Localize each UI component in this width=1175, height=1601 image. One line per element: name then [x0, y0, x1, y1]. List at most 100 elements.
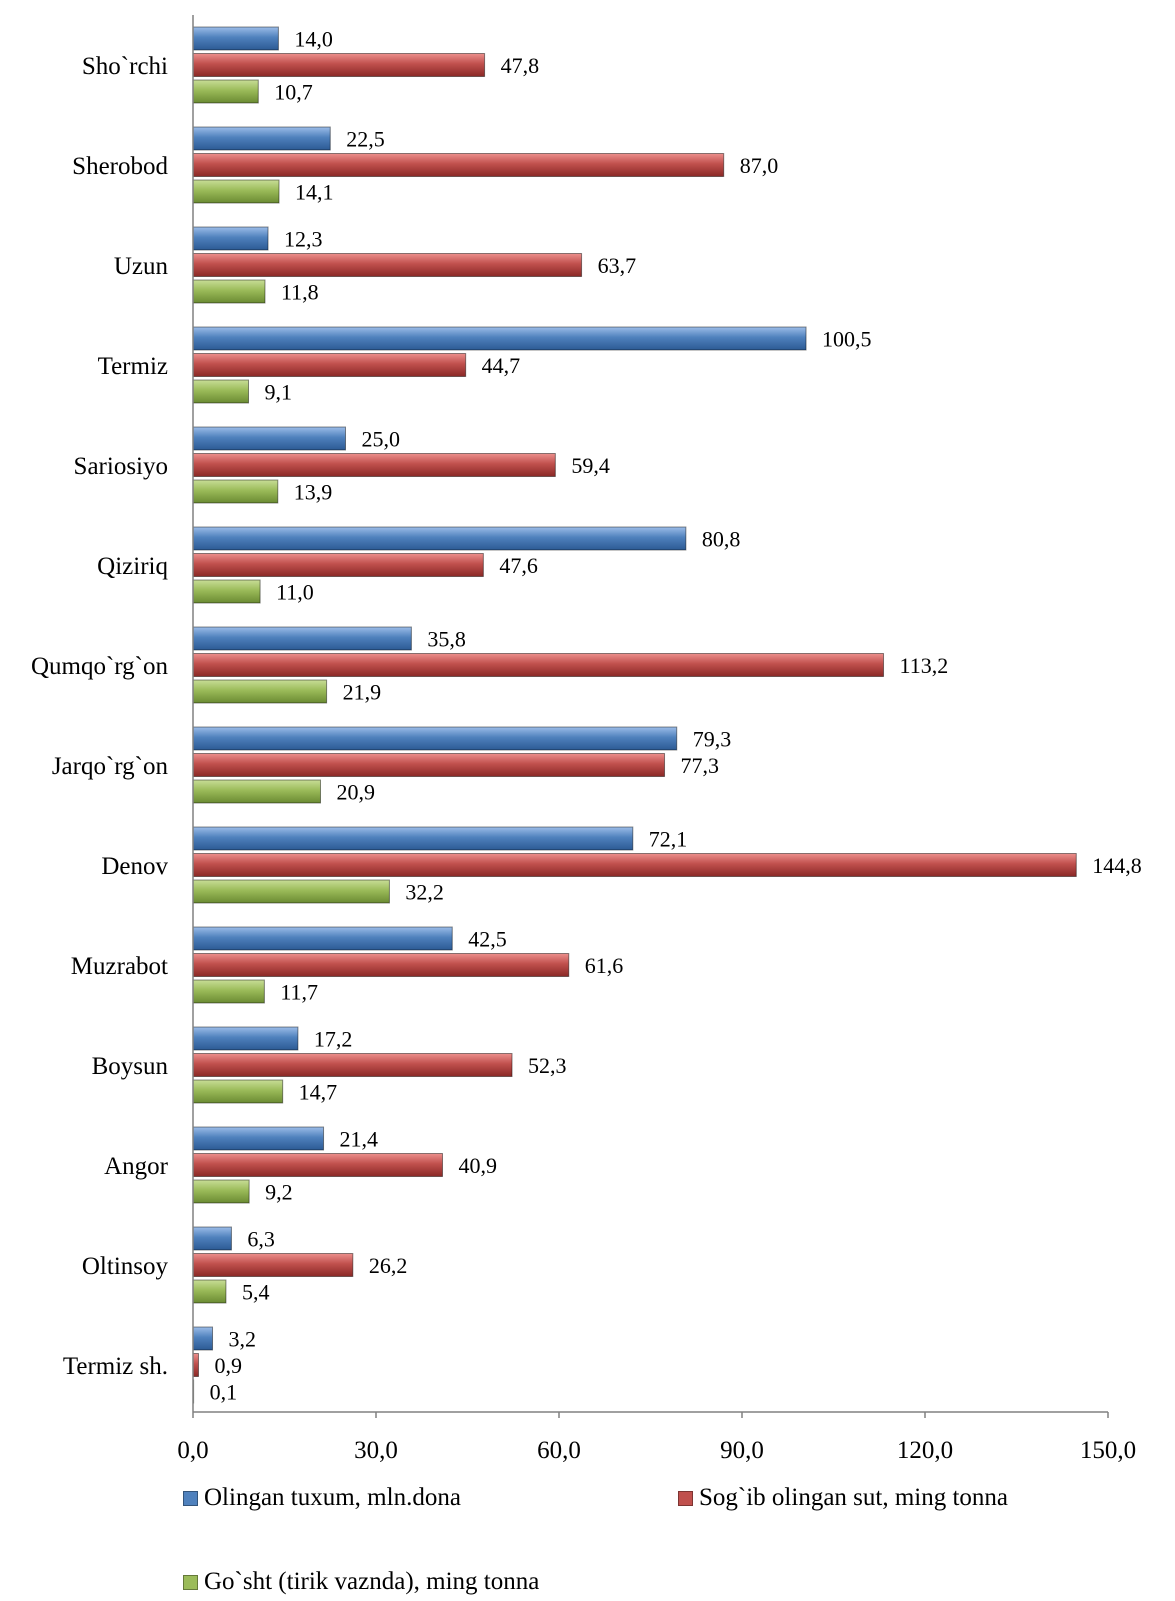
- bar: [192, 926, 453, 951]
- legend-label-0: Olingan tuxum, mln.dona: [204, 1484, 461, 1511]
- bar: [192, 1326, 214, 1351]
- bar: [192, 226, 269, 251]
- x-tick-label: 150,0: [1080, 1437, 1136, 1464]
- data-label: 32,2: [405, 880, 444, 905]
- data-label: 40,9: [458, 1153, 497, 1178]
- data-label: 44,7: [482, 353, 521, 378]
- data-label: 9,1: [265, 380, 293, 405]
- data-label: 22,5: [346, 127, 385, 152]
- bar: [192, 426, 346, 451]
- x-tick-label: 90,0: [720, 1437, 764, 1464]
- data-label: 100,5: [822, 327, 872, 352]
- category-label: Uzun: [114, 253, 169, 280]
- bar: [192, 1226, 232, 1251]
- category-label: Denov: [101, 853, 168, 880]
- data-label: 0,9: [214, 1353, 242, 1378]
- bar: [192, 853, 1077, 877]
- data-label: 25,0: [362, 427, 401, 452]
- bar: [192, 753, 666, 777]
- legend-swatch-green: [183, 1574, 198, 1590]
- bar: [192, 53, 486, 77]
- bar: [192, 526, 687, 551]
- category-label: Boysun: [92, 1053, 169, 1080]
- data-label: 144,8: [1092, 853, 1142, 878]
- bar: [192, 1053, 513, 1077]
- bar: [192, 1026, 299, 1051]
- bar: [192, 679, 328, 704]
- bar: [192, 879, 390, 904]
- category-labels: Sho`rchi Sherobod Uzun Termiz Sariosiyo Qizir…: [31, 53, 169, 1380]
- data-label: 87,0: [740, 153, 779, 178]
- bar: [192, 626, 412, 651]
- bar: [192, 826, 634, 851]
- bar: [192, 1279, 227, 1304]
- bar: [192, 1079, 284, 1104]
- data-label: 20,9: [336, 780, 375, 805]
- legend-label-1: Sog`ib olingan sut, ming tonna: [699, 1484, 1009, 1511]
- category-label: Qumqo`rg`on: [31, 653, 169, 680]
- bar: [192, 153, 725, 177]
- data-label: 79,3: [693, 727, 732, 752]
- legend-item-1: Sog`ib olingan sut, ming tonna: [678, 1484, 1008, 1512]
- category-label: Oltinsoy: [82, 1253, 169, 1280]
- data-label: 61,6: [585, 953, 624, 978]
- data-label: 14,0: [294, 27, 333, 52]
- bar: [192, 1253, 354, 1277]
- data-label: 9,2: [265, 1180, 293, 1205]
- data-label: 63,7: [598, 253, 637, 278]
- category-label: Sariosiyo: [74, 453, 168, 480]
- bar: [192, 353, 467, 377]
- data-label: 11,8: [281, 280, 319, 305]
- category-label: Qiziriq: [97, 553, 168, 580]
- bar: [192, 379, 250, 404]
- data-label: 14,7: [299, 1080, 338, 1105]
- bar: [192, 126, 331, 151]
- category-label: Muzrabot: [71, 953, 168, 980]
- bar: [192, 253, 583, 277]
- legend-item-2: Go`sht (tirik vaznda), ming tonna: [183, 1568, 539, 1596]
- data-label: 17,2: [314, 1027, 353, 1052]
- category-label: Jarqo`rg`on: [52, 753, 169, 780]
- bar: [192, 979, 265, 1004]
- data-label: 12,3: [284, 227, 323, 252]
- bar: [192, 26, 279, 51]
- legend-swatch-blue: [183, 1490, 198, 1506]
- bar: [192, 79, 259, 104]
- data-label: 26,2: [369, 1253, 408, 1278]
- category-label: Angor: [104, 1153, 169, 1180]
- bar: [192, 779, 321, 804]
- x-tick-label: 120,0: [897, 1437, 953, 1464]
- category-label: Sherobod: [72, 153, 168, 180]
- data-label: 5,4: [242, 1280, 270, 1305]
- bar: [192, 1353, 199, 1377]
- data-label: 47,6: [499, 553, 538, 578]
- data-label: 77,3: [681, 753, 720, 778]
- data-label: 14,1: [295, 180, 334, 205]
- bar: [192, 1179, 250, 1204]
- legend-label-2: Go`sht (tirik vaznda), ming tonna: [204, 1568, 540, 1595]
- bar: [192, 1153, 443, 1177]
- data-label: 59,4: [571, 453, 610, 478]
- legend-swatch-red: [678, 1490, 693, 1506]
- data-label: 35,8: [427, 627, 466, 652]
- bar-chart: 14,0 47,8 10,7 22,5 87,0 14,1 12,3 63,7 11,8 100,…: [31, 15, 1142, 1464]
- category-label: Sho`rchi: [82, 53, 168, 80]
- data-label: 113,2: [900, 653, 949, 678]
- bar: [192, 553, 484, 577]
- category-label: Termiz: [98, 353, 168, 380]
- bar: [192, 179, 280, 204]
- data-label: 3,2: [229, 1327, 257, 1352]
- data-label: 52,3: [528, 1053, 567, 1078]
- data-label: 13,9: [294, 480, 333, 505]
- legend-item-0: Olingan tuxum, mln.dona: [183, 1484, 461, 1512]
- x-tick-label: 60,0: [537, 1437, 581, 1464]
- data-label: 11,0: [276, 580, 314, 605]
- bar: [192, 326, 807, 351]
- bar: [192, 453, 556, 477]
- bar: [192, 479, 279, 504]
- category-label: Termiz sh.: [63, 1353, 168, 1380]
- bar: [192, 653, 885, 677]
- data-label: 6,3: [247, 1227, 275, 1252]
- data-label: 0,1: [210, 1380, 238, 1405]
- bar: [192, 953, 570, 977]
